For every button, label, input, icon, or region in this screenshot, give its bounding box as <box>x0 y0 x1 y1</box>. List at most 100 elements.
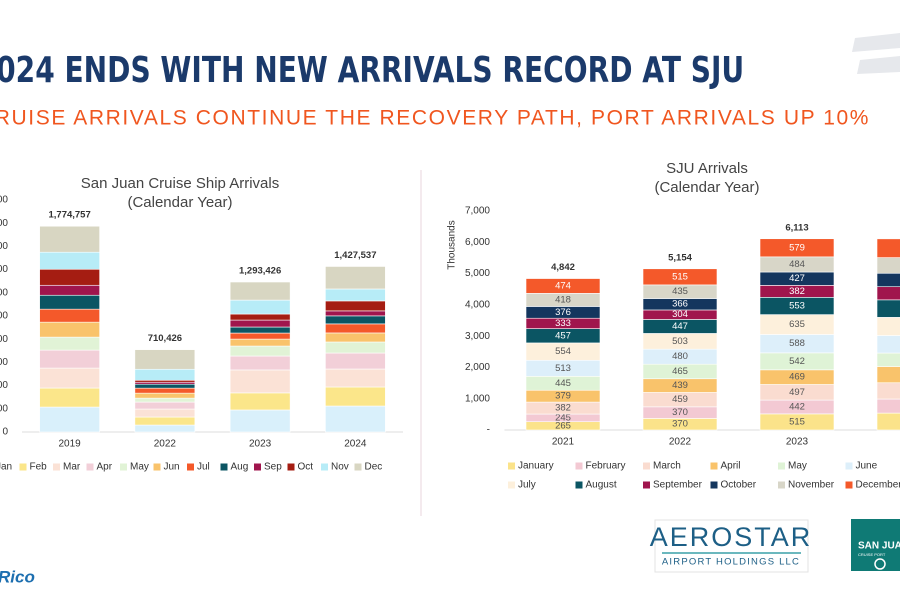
segment-label: 447 <box>672 321 688 332</box>
bar-segment <box>229 332 291 340</box>
bar-segment <box>229 281 291 301</box>
x-tick-label: 2023 <box>249 439 272 450</box>
bar-segment <box>876 238 900 258</box>
y-tick-label: 1,200,000 <box>0 287 8 298</box>
bar-segment <box>876 317 900 336</box>
legend-swatch <box>710 481 718 489</box>
segment-label: 304 <box>672 309 688 320</box>
legend-label: Apr <box>97 462 113 473</box>
segment-label: 635 <box>789 319 805 330</box>
segment-label: 245 <box>555 412 571 423</box>
legend-swatch <box>321 463 328 471</box>
bar-segment <box>134 397 196 403</box>
total-label: 1,774,757 <box>48 210 90 221</box>
segment-label: 370 <box>672 407 688 418</box>
chart-title: (Calendar Year) <box>127 194 232 211</box>
logo-text: AEROSTAR <box>650 522 813 552</box>
bar-segment <box>325 266 386 290</box>
segment-label: 366 <box>672 299 688 310</box>
y-tick-label: 2,000,000 <box>0 195 8 206</box>
bar-segment <box>325 300 386 312</box>
bar-segment <box>229 392 291 411</box>
legend-label: October <box>721 480 757 491</box>
segment-label: 579 <box>789 242 805 253</box>
bar-segment <box>229 345 291 357</box>
legend-swatch <box>575 462 583 470</box>
legend-label: November <box>788 480 835 491</box>
legend-swatch <box>643 481 650 489</box>
bar-segment <box>39 336 100 351</box>
bar-segment <box>229 355 291 371</box>
legend-label: Mar <box>63 462 81 473</box>
segment-label: 370 <box>672 419 688 430</box>
legend-swatch <box>508 481 515 489</box>
segment-label: 474 <box>555 280 571 291</box>
legend-label: Jan <box>0 462 12 473</box>
segment-label: 542 <box>789 356 805 367</box>
legend-label: Feb <box>30 462 48 473</box>
segment-label: 515 <box>789 416 805 427</box>
bar-segment <box>325 368 386 388</box>
segment-label: 469 <box>789 372 805 383</box>
bar-segment <box>229 313 291 321</box>
bar-segment <box>134 408 196 418</box>
bar-segment <box>39 251 100 270</box>
bar-segment <box>325 332 386 343</box>
x-tick-label: 2019 <box>59 439 82 450</box>
legend-label: Jul <box>197 462 210 473</box>
legend-label: May <box>788 461 807 472</box>
logo-text: Rico <box>0 567 35 586</box>
bar-segment <box>325 288 386 302</box>
bar-segment <box>39 225 100 253</box>
legend-swatch <box>120 463 127 471</box>
legend-label: March <box>653 461 681 472</box>
total-label: 1,427,537 <box>334 250 376 261</box>
bar-segment <box>876 398 900 414</box>
bar-segment <box>39 268 100 286</box>
decor <box>852 33 900 74</box>
segment-label: 442 <box>789 401 805 412</box>
segment-label: 459 <box>672 394 688 405</box>
bar-segment <box>229 338 291 347</box>
legend-label: September <box>653 480 703 491</box>
bar-segment <box>325 315 386 325</box>
y-axis-label: Thousands <box>447 220 458 269</box>
bar-segment <box>325 386 386 407</box>
segment-label: 445 <box>555 378 571 389</box>
bar-segment <box>759 238 835 258</box>
segment-label: 265 <box>555 420 571 431</box>
y-tick-label: 6,000 <box>465 237 490 248</box>
y-tick-label: 2,000 <box>465 362 490 373</box>
legend-label: January <box>518 461 554 472</box>
bar-segment <box>876 286 900 301</box>
bar-segment <box>876 257 900 274</box>
segment-label: 439 <box>672 380 688 391</box>
bar-segment <box>642 268 718 286</box>
subtitle: CRUISE ARRIVALS CONTINUE THE RECOVERY PA… <box>0 107 870 130</box>
legend-swatch <box>86 463 94 471</box>
legend-label: Jun <box>164 462 180 473</box>
bar-segment <box>134 416 196 426</box>
legend-swatch <box>845 462 853 470</box>
bar-segment <box>229 369 291 394</box>
segment-label: 418 <box>555 294 571 305</box>
x-tick-label: 2022 <box>154 439 177 450</box>
bar-segment <box>229 319 291 328</box>
logo-subtext: AIRPORT HOLDINGS LLC <box>662 557 800 568</box>
bar-segment <box>134 368 196 381</box>
segment-label: 553 <box>789 300 805 311</box>
segment-label: 588 <box>789 338 805 349</box>
y-tick-label: 4,000 <box>465 299 490 310</box>
segment-label: 427 <box>789 273 805 284</box>
y-tick-label: 1,000,000 <box>0 311 8 322</box>
bar-segment <box>39 294 100 310</box>
total-label: 6,113 <box>785 222 808 233</box>
y-tick-label: 1,600,000 <box>0 241 8 252</box>
y-tick-label: 0 <box>2 427 8 438</box>
legend-swatch <box>187 463 194 471</box>
bar-segment <box>876 382 900 400</box>
x-tick-label: 2021 <box>552 437 575 448</box>
legend-swatch <box>508 462 515 470</box>
legend-swatch <box>778 481 785 489</box>
